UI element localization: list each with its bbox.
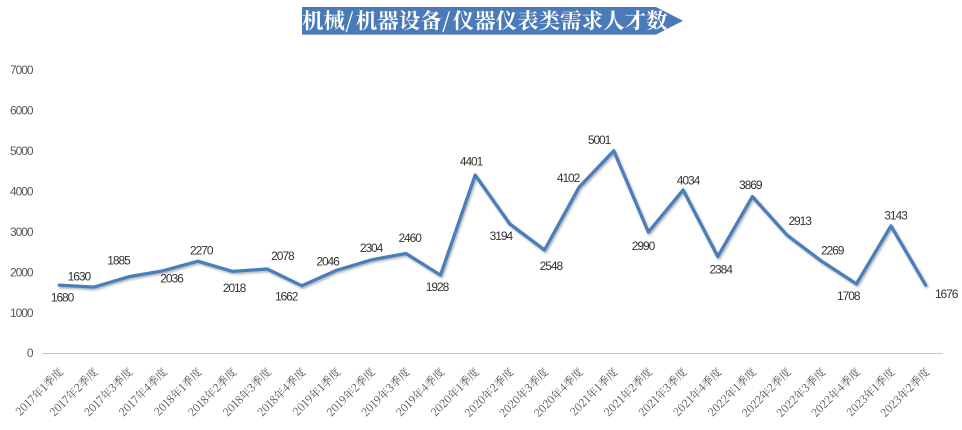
svg-text:0: 0 bbox=[27, 346, 34, 360]
svg-text:5000: 5000 bbox=[10, 144, 34, 158]
svg-text:2548: 2548 bbox=[540, 259, 564, 273]
svg-text:2460: 2460 bbox=[398, 231, 422, 245]
svg-text:1885: 1885 bbox=[107, 254, 131, 268]
svg-text:3000: 3000 bbox=[10, 225, 34, 239]
svg-text:2269: 2269 bbox=[821, 243, 845, 257]
svg-text:4401: 4401 bbox=[460, 155, 484, 169]
svg-text:1680: 1680 bbox=[51, 291, 75, 305]
svg-text:4102: 4102 bbox=[557, 171, 581, 185]
svg-text:2304: 2304 bbox=[360, 241, 384, 255]
svg-text:6000: 6000 bbox=[10, 104, 34, 118]
svg-text:1928: 1928 bbox=[426, 280, 450, 294]
svg-text:1708: 1708 bbox=[837, 289, 861, 303]
svg-text:1676: 1676 bbox=[935, 287, 959, 301]
svg-text:2078: 2078 bbox=[271, 249, 295, 263]
svg-text:1662: 1662 bbox=[275, 289, 299, 303]
svg-text:1630: 1630 bbox=[68, 270, 92, 284]
svg-text:2990: 2990 bbox=[632, 239, 656, 253]
svg-text:2270: 2270 bbox=[190, 244, 214, 258]
svg-text:4000: 4000 bbox=[10, 185, 34, 199]
svg-text:2384: 2384 bbox=[709, 262, 733, 276]
svg-text:3143: 3143 bbox=[884, 208, 908, 222]
svg-text:2046: 2046 bbox=[316, 254, 340, 268]
svg-text:1000: 1000 bbox=[10, 306, 34, 320]
svg-text:5001: 5001 bbox=[588, 133, 612, 147]
svg-text:4034: 4034 bbox=[677, 174, 701, 188]
svg-text:2018: 2018 bbox=[223, 281, 247, 295]
svg-text:2913: 2913 bbox=[788, 214, 812, 228]
svg-text:2036: 2036 bbox=[160, 271, 184, 285]
svg-text:3194: 3194 bbox=[490, 229, 514, 243]
svg-text:2000: 2000 bbox=[10, 265, 34, 279]
svg-text:7000: 7000 bbox=[10, 63, 34, 77]
svg-text:3869: 3869 bbox=[739, 178, 763, 192]
